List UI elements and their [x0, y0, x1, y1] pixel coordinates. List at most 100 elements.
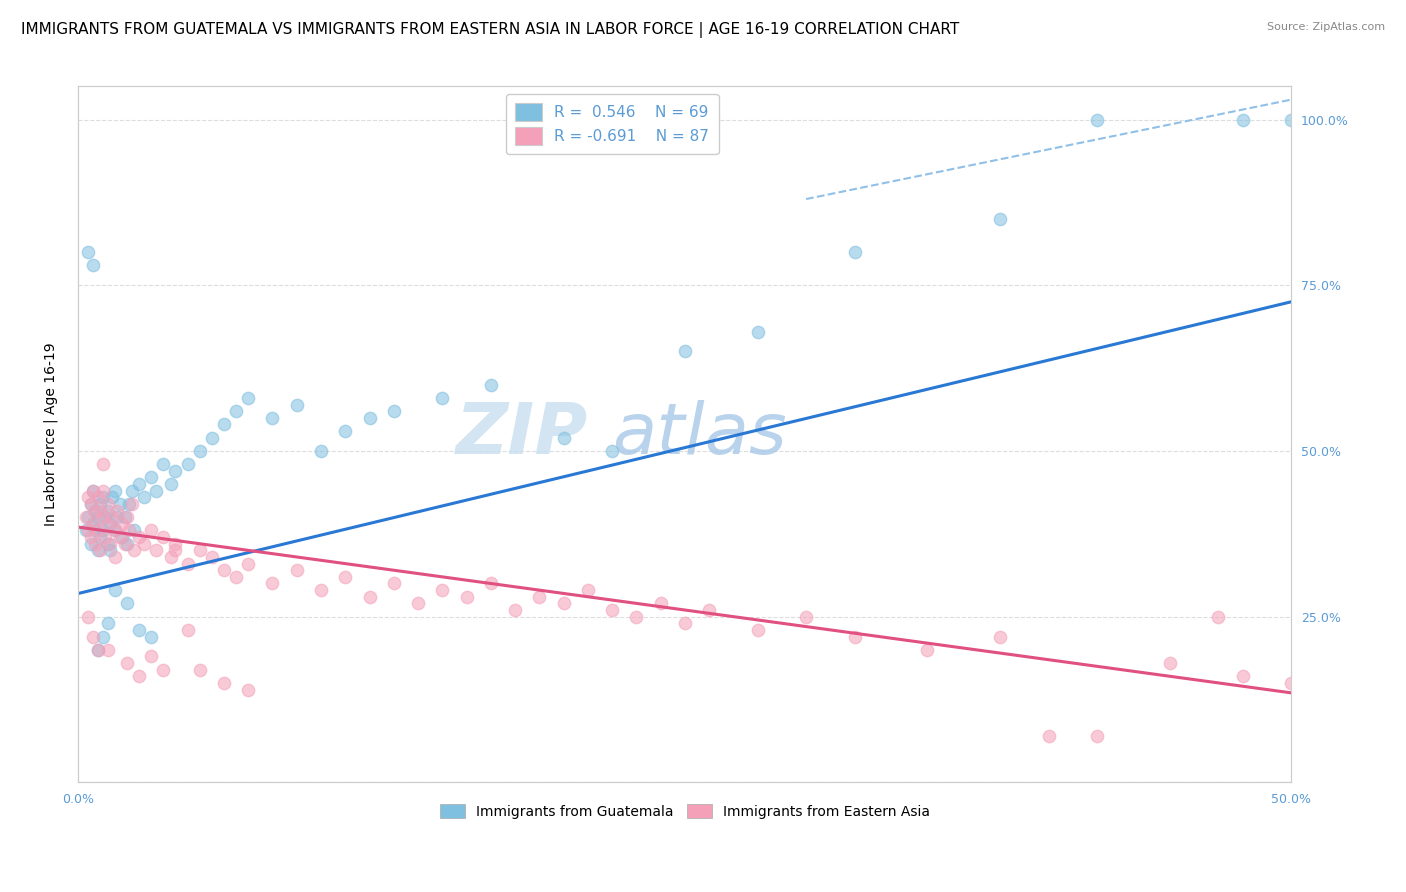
Point: [335, 570, 357, 584]
Point: [91, 630, 114, 644]
Point: [176, 557, 198, 571]
Point: [238, 557, 260, 571]
Point: [97, 497, 120, 511]
Point: [529, 590, 551, 604]
Point: [105, 510, 128, 524]
Point: [225, 570, 247, 584]
Point: [1085, 729, 1108, 743]
Point: [225, 404, 247, 418]
Point: [132, 537, 155, 551]
Point: [108, 497, 131, 511]
Point: [359, 410, 381, 425]
Point: [141, 470, 163, 484]
Point: [115, 510, 138, 524]
Point: [988, 630, 1011, 644]
Point: [82, 258, 104, 272]
Point: [118, 524, 141, 538]
Point: [165, 464, 187, 478]
Point: [1208, 609, 1230, 624]
Point: [89, 503, 111, 517]
Point: [79, 530, 101, 544]
Point: [794, 609, 817, 624]
Point: [673, 616, 696, 631]
Point: [188, 444, 211, 458]
Point: [105, 503, 128, 517]
Point: [121, 483, 143, 498]
Text: IMMIGRANTS FROM GUATEMALA VS IMMIGRANTS FROM EASTERN ASIA IN LABOR FORCE | AGE 1: IMMIGRANTS FROM GUATEMALA VS IMMIGRANTS …: [21, 22, 959, 38]
Point: [988, 211, 1011, 226]
Point: [128, 530, 150, 544]
Point: [159, 549, 181, 564]
Point: [111, 516, 134, 531]
Point: [91, 524, 114, 538]
Point: [212, 417, 235, 432]
Point: [104, 524, 127, 538]
Point: [479, 576, 502, 591]
Point: [104, 524, 127, 538]
Point: [98, 537, 121, 551]
Point: [94, 510, 117, 524]
Point: [87, 543, 110, 558]
Point: [77, 491, 100, 505]
Point: [104, 483, 127, 498]
Point: [128, 477, 150, 491]
Point: [87, 642, 110, 657]
Point: [600, 603, 623, 617]
Point: [79, 497, 101, 511]
Point: [97, 642, 120, 657]
Point: [844, 245, 866, 260]
Point: [650, 596, 672, 610]
Point: [91, 483, 114, 498]
Point: [145, 483, 167, 498]
Point: [97, 503, 120, 517]
Point: [212, 563, 235, 577]
Text: ZIP: ZIP: [456, 400, 588, 469]
Point: [115, 596, 138, 610]
Point: [406, 596, 429, 610]
Point: [97, 516, 120, 531]
Point: [128, 623, 150, 637]
Point: [77, 609, 100, 624]
Point: [145, 543, 167, 558]
Point: [91, 510, 114, 524]
Point: [697, 603, 720, 617]
Point: [121, 497, 143, 511]
Point: [479, 377, 502, 392]
Point: [91, 491, 114, 505]
Point: [176, 457, 198, 471]
Point: [285, 563, 308, 577]
Point: [262, 576, 284, 591]
Point: [132, 491, 155, 505]
Point: [75, 524, 97, 538]
Text: Source: ZipAtlas.com: Source: ZipAtlas.com: [1267, 22, 1385, 32]
Point: [262, 410, 284, 425]
Point: [159, 477, 181, 491]
Point: [114, 537, 136, 551]
Point: [188, 663, 211, 677]
Point: [238, 391, 260, 405]
Point: [201, 549, 224, 564]
Point: [108, 530, 131, 544]
Point: [82, 483, 104, 498]
Point: [1159, 656, 1181, 670]
Point: [141, 630, 163, 644]
Point: [82, 516, 104, 531]
Point: [115, 656, 138, 670]
Point: [212, 676, 235, 690]
Point: [201, 431, 224, 445]
Point: [917, 642, 939, 657]
Point: [111, 530, 134, 544]
Point: [118, 497, 141, 511]
Point: [503, 603, 526, 617]
Point: [87, 642, 110, 657]
Point: [747, 623, 769, 637]
Point: [89, 543, 111, 558]
Point: [432, 391, 454, 405]
Point: [176, 623, 198, 637]
Point: [98, 516, 121, 531]
Point: [553, 596, 575, 610]
Point: [101, 491, 124, 505]
Point: [1279, 676, 1302, 690]
Point: [98, 543, 121, 558]
Point: [94, 530, 117, 544]
